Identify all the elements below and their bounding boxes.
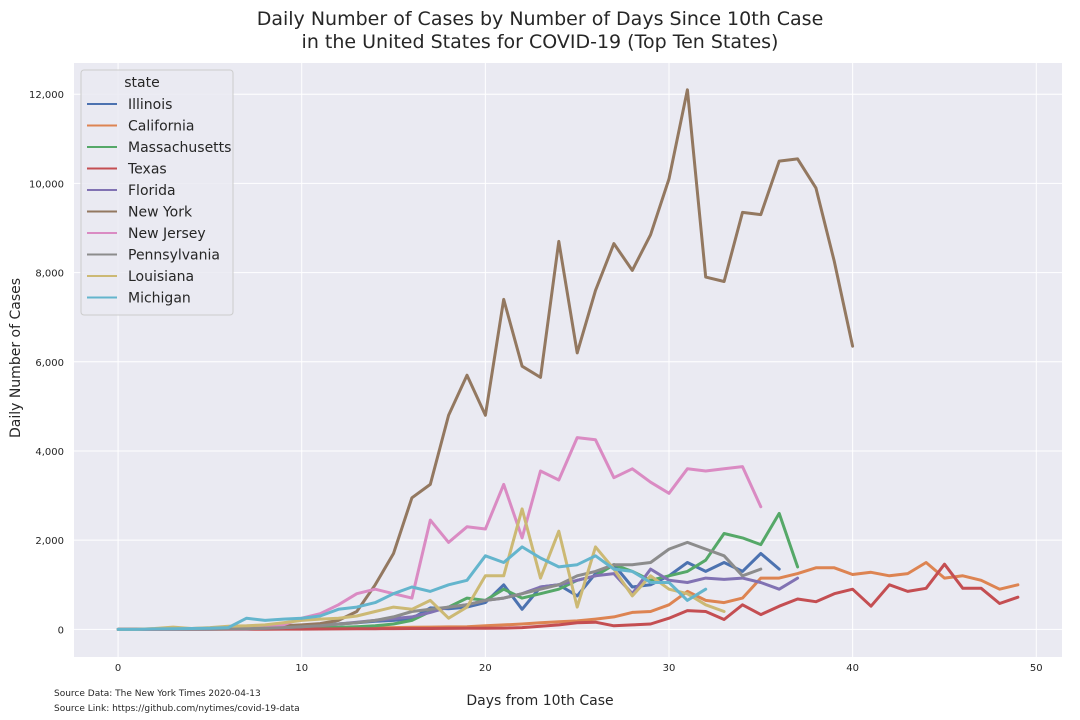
legend-entry: Michigan bbox=[128, 291, 191, 307]
legend-entry: Texas bbox=[127, 162, 167, 178]
source-data-note: Source Data: The New York Times 2020-04-… bbox=[54, 689, 261, 699]
y-tick-label: 10,000 bbox=[29, 179, 64, 190]
x-tick-label: 40 bbox=[846, 663, 859, 674]
chart-title-line-1: Daily Number of Cases by Number of Days … bbox=[256, 8, 824, 30]
legend-title: state bbox=[124, 75, 159, 91]
series-lines bbox=[116, 88, 1020, 631]
legend-entry: Florida bbox=[128, 183, 176, 199]
legend: state Illinois California Massachusetts Texa… bbox=[80, 69, 234, 316]
plot-area bbox=[74, 63, 1062, 657]
legend-box bbox=[80, 69, 234, 316]
legend-entry: California bbox=[128, 119, 194, 135]
legend-entry: New York bbox=[128, 205, 193, 221]
legend-entry: Illinois bbox=[128, 97, 172, 113]
y-tick-label: 4,000 bbox=[35, 447, 64, 458]
x-tick-label: 0 bbox=[115, 663, 121, 674]
y-axis-label: Daily Number of Cases bbox=[8, 277, 24, 439]
x-tick-label: 50 bbox=[1030, 663, 1043, 674]
legend-entry: Massachusetts bbox=[128, 140, 231, 156]
legend-entry: Pennsylvania bbox=[128, 248, 220, 264]
y-tick-label: 6,000 bbox=[35, 358, 64, 369]
y-tick-label: 8,000 bbox=[35, 269, 64, 280]
x-tick-label: 30 bbox=[663, 663, 676, 674]
x-tick-label: 10 bbox=[295, 663, 308, 674]
chart-title-line-2: in the United States for COVID-19 (Top T… bbox=[301, 31, 779, 53]
x-tick-label: 20 bbox=[479, 663, 492, 674]
legend-entry: Louisiana bbox=[128, 269, 194, 285]
y-tick-label: 0 bbox=[58, 625, 64, 636]
y-tick-label: 12,000 bbox=[29, 90, 64, 101]
tick-labels: 0 10 20 30 40 50 0 2,000 4,000 6,000 8,000 10,000 12… bbox=[29, 90, 1043, 674]
legend-entry: New Jersey bbox=[128, 226, 206, 242]
y-tick-label: 2,000 bbox=[35, 536, 64, 547]
series-line-michigan bbox=[116, 545, 708, 631]
source-link-note: Source Link: https://github.com/nytimes/… bbox=[54, 704, 300, 714]
x-axis-label: Days from 10th Case bbox=[466, 693, 614, 709]
